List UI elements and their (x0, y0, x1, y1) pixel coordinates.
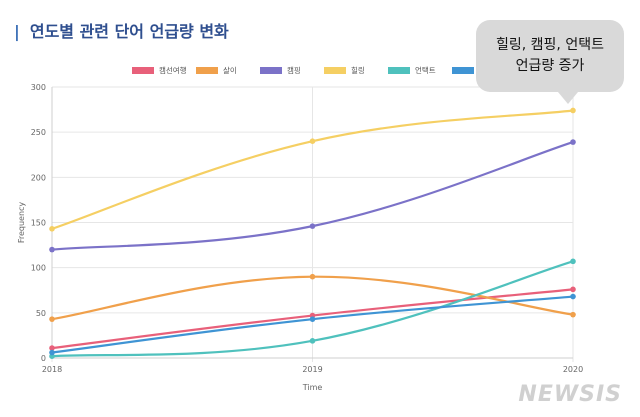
data-point (49, 316, 55, 322)
page-title-text: 연도별 관련 단어 언급량 변화 (29, 22, 229, 41)
data-point (49, 226, 55, 232)
x-axis-label: Time (302, 383, 323, 392)
callout-line-2: 언급량 증가 (515, 58, 585, 74)
legend-label: 캠선여행 (159, 65, 187, 75)
legend-swatch (388, 67, 410, 74)
callout-tail (558, 92, 578, 104)
data-point (570, 286, 576, 293)
legend-label: 언택트 (415, 65, 436, 75)
y-axis-label: Frequency (17, 202, 26, 244)
legend-label: 힐링 (351, 65, 365, 75)
legend-label: 캠핑 (287, 65, 301, 75)
data-point (570, 311, 576, 318)
legend-label: 살이 (223, 65, 237, 75)
data-point (309, 138, 316, 144)
y-tick-label: 150 (31, 219, 46, 228)
x-tick-label: 2018 (42, 365, 62, 374)
data-point (570, 107, 576, 114)
x-tick-label: 2020 (563, 365, 583, 374)
annotation-callout: 힐링, 캠핑, 언택트 언급량 증가 (476, 20, 624, 92)
x-tick-label: 2019 (302, 365, 322, 374)
legend-swatch (132, 67, 154, 74)
y-tick-label: 300 (31, 83, 46, 92)
data-point (570, 258, 576, 265)
legend-swatch (324, 67, 346, 74)
legend-swatch (196, 67, 218, 74)
y-tick-label: 250 (31, 128, 46, 137)
callout-line-1: 힐링, 캠핑, 언택트 (496, 37, 604, 53)
newsis-watermark: NEWSIS (518, 382, 622, 407)
data-point (570, 139, 576, 145)
data-point (49, 349, 55, 356)
page-title: | 연도별 관련 단어 언급량 변화 (14, 18, 229, 42)
data-point (309, 338, 316, 344)
data-point (570, 293, 576, 300)
data-point (309, 316, 316, 322)
legend-swatch (260, 67, 282, 74)
data-point (309, 223, 316, 229)
y-tick-label: 0 (41, 354, 46, 363)
data-point (309, 273, 316, 280)
title-accent-bar: | (14, 22, 20, 41)
y-tick-label: 50 (36, 309, 46, 318)
y-tick-label: 100 (31, 264, 46, 273)
y-tick-label: 200 (31, 173, 46, 182)
legend-swatch (452, 67, 474, 74)
data-point (49, 246, 55, 253)
data-point (49, 345, 55, 351)
